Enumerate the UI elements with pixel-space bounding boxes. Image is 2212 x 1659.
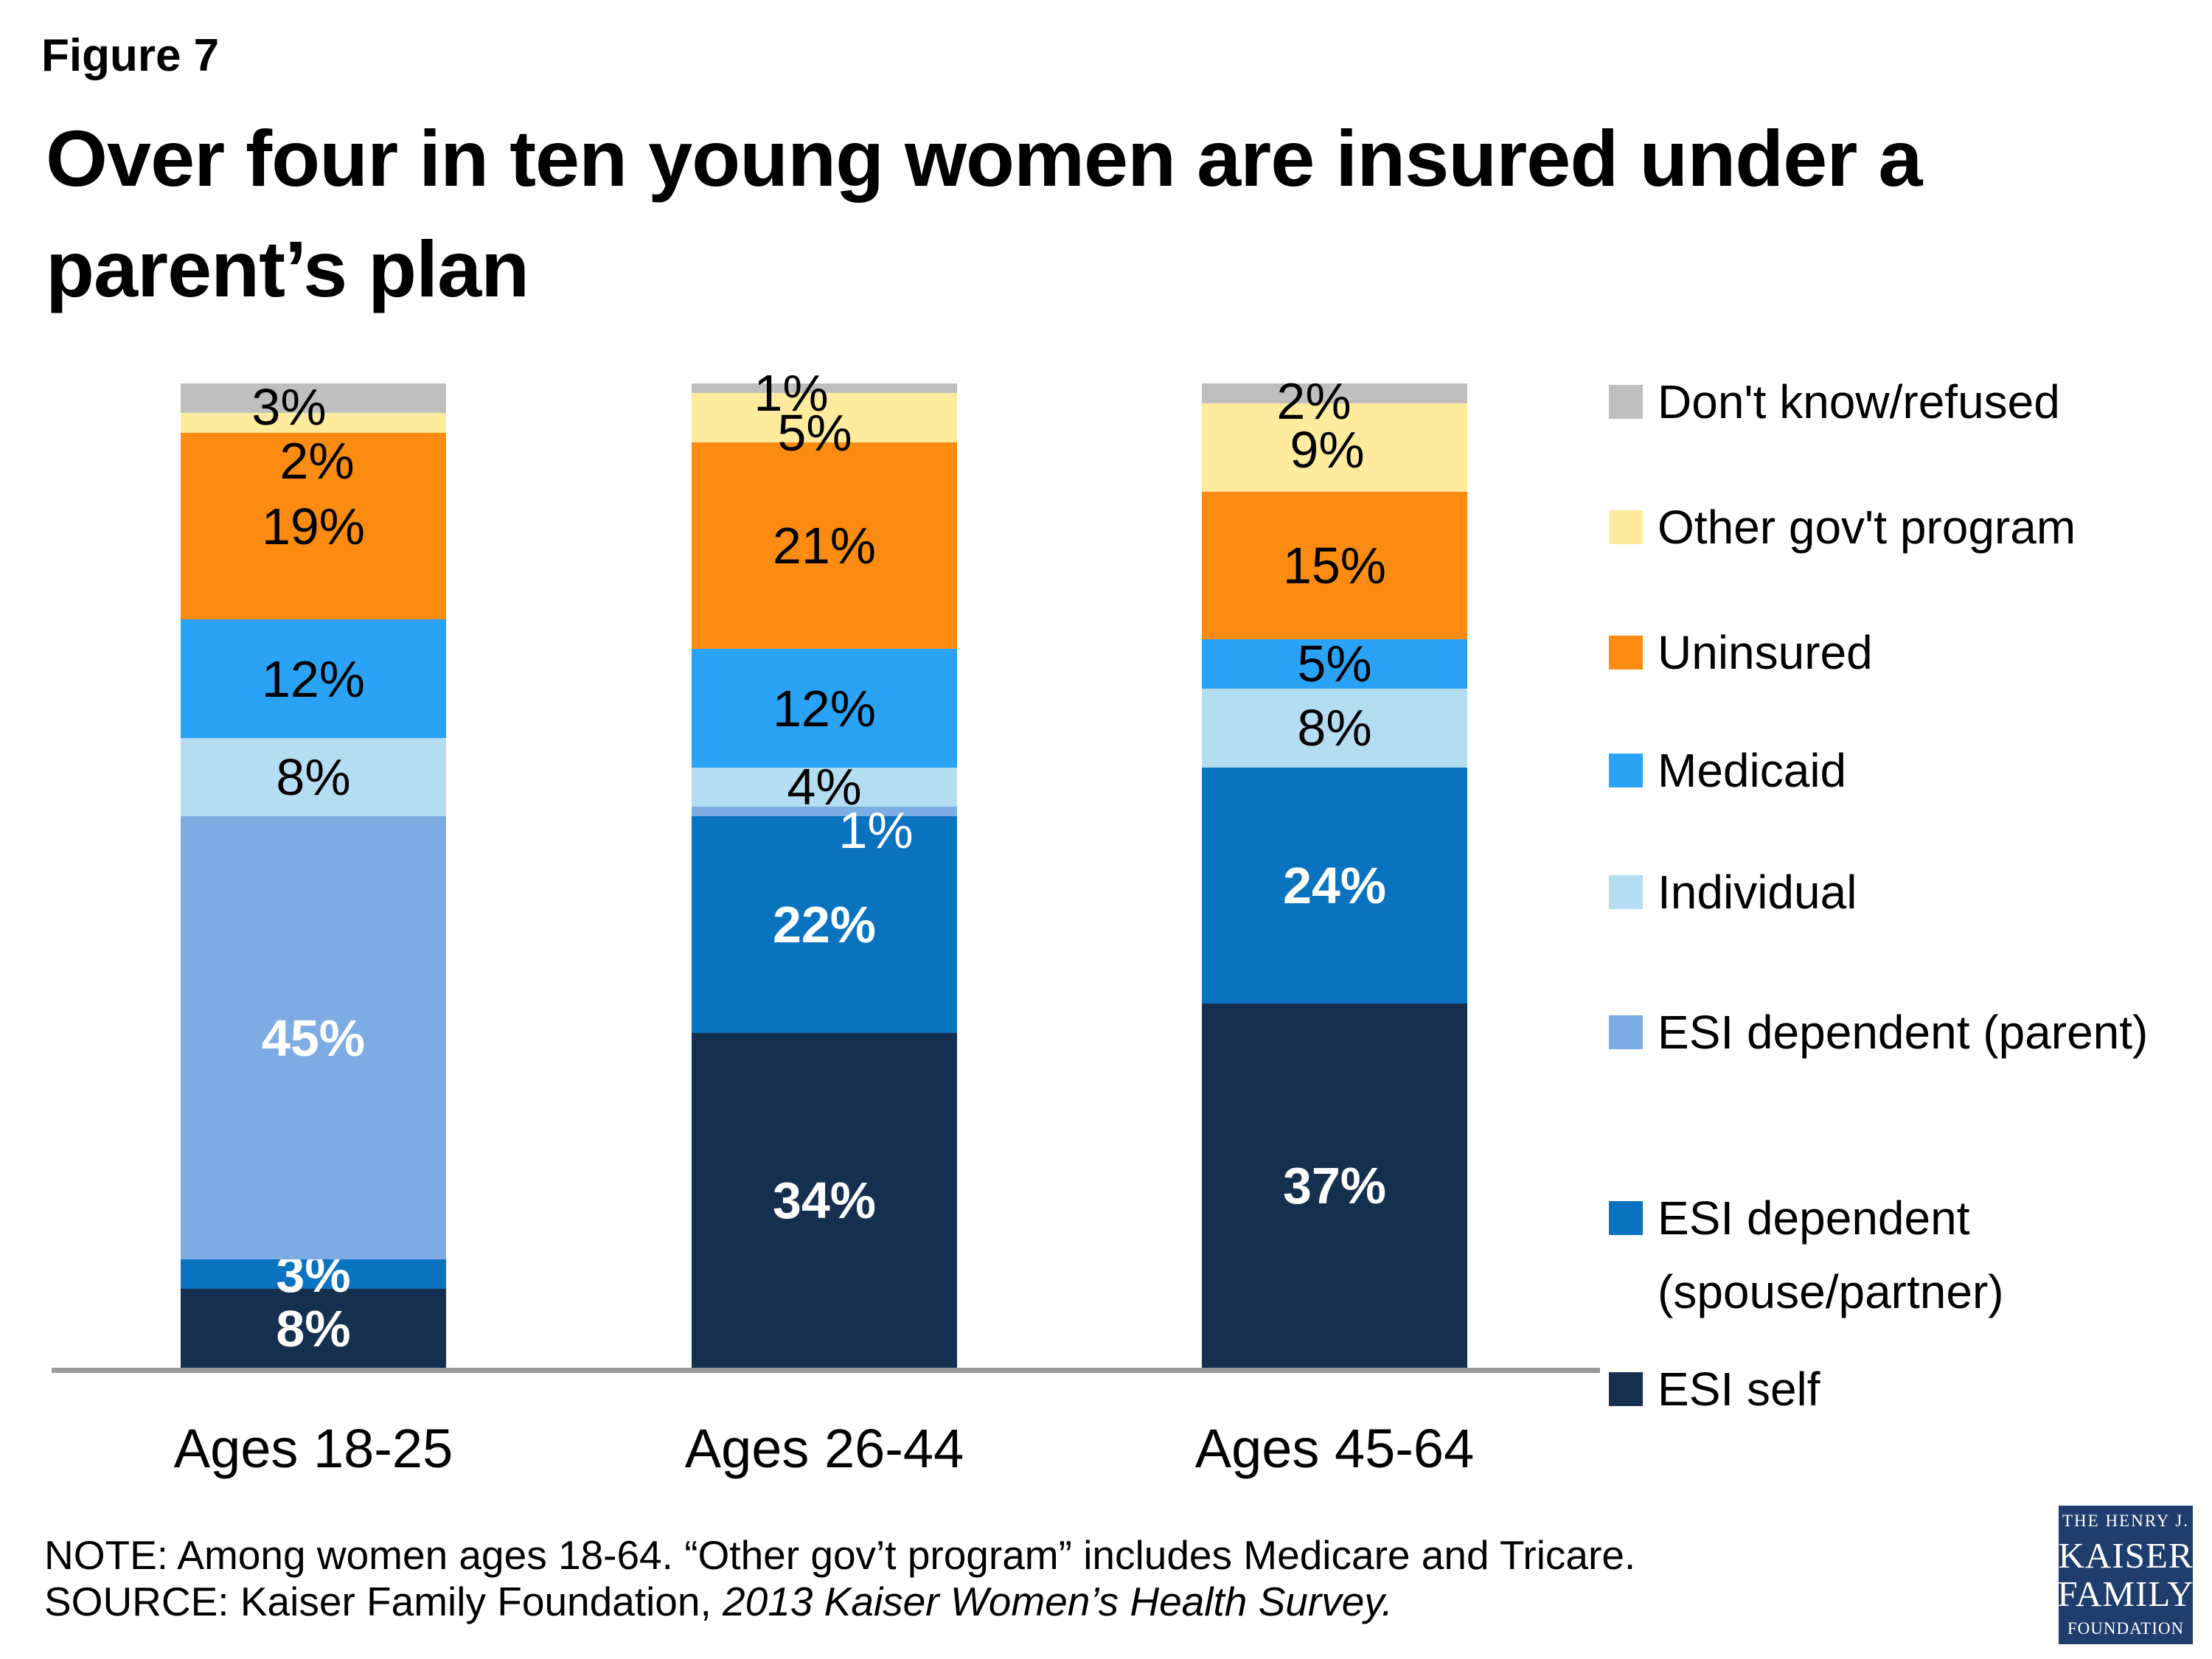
bar-segment-other_gov bbox=[1202, 403, 1467, 492]
segment-value-label-esi_self: 34% bbox=[772, 1172, 877, 1230]
note-text: NOTE: Among women ages 18-64. “Other gov… bbox=[44, 1532, 1636, 1578]
legend-label-esi_spouse: ESI dependent (spouse/partner) bbox=[1658, 1192, 2004, 1318]
title-line-1: Over four in ten young women are insured… bbox=[46, 114, 1922, 203]
segment-value-label-dont_know: 1% bbox=[754, 364, 829, 422]
kff-foundation-logo: THE HENRY J. KAISER FAMILY FOUNDATION bbox=[2057, 1506, 2194, 1644]
bar-segment-esi_self bbox=[692, 1033, 957, 1368]
bar-segment-uninsured bbox=[1202, 491, 1467, 640]
logo-line-family: FAMILY bbox=[2057, 1573, 2194, 1614]
legend-swatch-dont_know bbox=[1609, 385, 1643, 419]
logo-line-henry-j: THE HENRY J. bbox=[2062, 1512, 2190, 1530]
bar-segment-esi_self bbox=[181, 1289, 446, 1368]
legend-label-esi_self: ESI self bbox=[1658, 1363, 1820, 1416]
source-italic: 2013 Kaiser Women’s Health Survey. bbox=[723, 1579, 1393, 1624]
source-prefix: SOURCE: Kaiser Family Foundation, bbox=[44, 1579, 723, 1624]
legend-swatch-other_gov bbox=[1609, 510, 1643, 544]
segment-value-label-medicaid: 5% bbox=[1297, 635, 1372, 693]
legend-swatch-medicaid bbox=[1609, 754, 1643, 787]
segment-value-label-medicaid: 12% bbox=[772, 679, 877, 737]
segment-value-label-uninsured: 19% bbox=[261, 497, 366, 555]
legend-swatch-esi_parent bbox=[1609, 1015, 1643, 1049]
legend-swatch-individual bbox=[1609, 875, 1643, 909]
bar-segment-individual bbox=[1202, 688, 1467, 768]
x-axis-category-label: Ages 45-64 bbox=[1194, 1418, 1475, 1479]
x-axis-line bbox=[52, 1368, 1600, 1373]
bar-segment-other_gov bbox=[692, 393, 957, 443]
segment-value-label-other_gov: 9% bbox=[1290, 420, 1365, 479]
legend-swatch-uninsured bbox=[1609, 636, 1643, 669]
segment-value-label-esi_spouse: 22% bbox=[772, 896, 877, 954]
segment-value-label-medicaid: 12% bbox=[261, 650, 366, 708]
segment-value-label-dont_know: 2% bbox=[1276, 372, 1352, 431]
page-title: Over four in ten young women are insured… bbox=[46, 103, 1922, 324]
segment-value-label-individual: 8% bbox=[276, 748, 351, 806]
bar-segment-dont_know bbox=[181, 383, 446, 414]
segment-value-label-esi_self: 8% bbox=[276, 1299, 351, 1357]
segment-value-label-individual: 4% bbox=[787, 758, 862, 816]
bar-segment-dont_know bbox=[692, 383, 957, 394]
x-axis-category-label: Ages 18-25 bbox=[173, 1418, 453, 1479]
segment-value-label-esi_parent: 45% bbox=[261, 1009, 366, 1067]
bar-segment-individual bbox=[692, 767, 957, 807]
bar-segment-medicaid bbox=[1202, 639, 1467, 689]
title-line-2: parent’s plan bbox=[46, 224, 529, 313]
segment-value-label-other_gov: 5% bbox=[777, 403, 852, 462]
bar-segment-dont_know bbox=[1202, 383, 1467, 403]
segment-value-label-uninsured: 15% bbox=[1282, 536, 1387, 594]
legend-label-medicaid: Medicaid bbox=[1658, 744, 1847, 797]
bar-segment-uninsured bbox=[181, 432, 446, 620]
note-block: NOTE: Among women ages 18-64. “Other gov… bbox=[44, 1532, 1635, 1625]
bar-segment-esi_spouse bbox=[692, 816, 957, 1034]
bar-segment-esi_parent bbox=[692, 807, 957, 817]
bar-segment-esi_parent bbox=[181, 816, 446, 1260]
bar-segment-uninsured bbox=[692, 442, 957, 650]
logo-line-kaiser: KAISER bbox=[2058, 1535, 2194, 1576]
bar-segment-esi_self bbox=[1202, 1004, 1467, 1368]
segment-value-label-dont_know: 3% bbox=[251, 378, 327, 437]
legend-label-uninsured: Uninsured bbox=[1658, 626, 1873, 679]
bar-segment-esi_spouse bbox=[1202, 767, 1467, 1004]
legend-label-esi_parent: ESI dependent (parent) bbox=[1658, 1006, 2149, 1059]
bar-segment-other_gov bbox=[181, 413, 446, 433]
x-axis-category-label: Ages 26-44 bbox=[684, 1418, 964, 1479]
bar-segment-esi_spouse bbox=[181, 1259, 446, 1290]
segment-value-label-esi_spouse: 24% bbox=[1282, 856, 1387, 914]
segment-value-label-individual: 8% bbox=[1297, 699, 1372, 757]
figure-label: Figure 7 bbox=[41, 30, 220, 81]
segment-value-label-esi_self: 37% bbox=[1282, 1157, 1387, 1215]
legend-swatch-esi_spouse bbox=[1609, 1201, 1643, 1235]
bar-segment-medicaid bbox=[692, 649, 957, 768]
source-text: SOURCE: Kaiser Family Foundation, 2013 K… bbox=[44, 1579, 1635, 1625]
bar-segment-medicaid bbox=[181, 619, 446, 738]
legend-label-individual: Individual bbox=[1658, 866, 1857, 919]
segment-value-label-esi_parent: 1% bbox=[838, 801, 914, 859]
logo-line-foundation: FOUNDATION bbox=[2067, 1619, 2185, 1638]
bar-segment-individual bbox=[181, 737, 446, 817]
segment-value-label-uninsured: 21% bbox=[772, 517, 877, 575]
legend-label-other_gov: Other gov't program bbox=[1658, 501, 2076, 554]
legend-label-dont_know: Don't know/refused bbox=[1658, 375, 2060, 428]
segment-value-label-other_gov: 2% bbox=[279, 432, 355, 490]
legend-swatch-esi_self bbox=[1609, 1372, 1643, 1406]
